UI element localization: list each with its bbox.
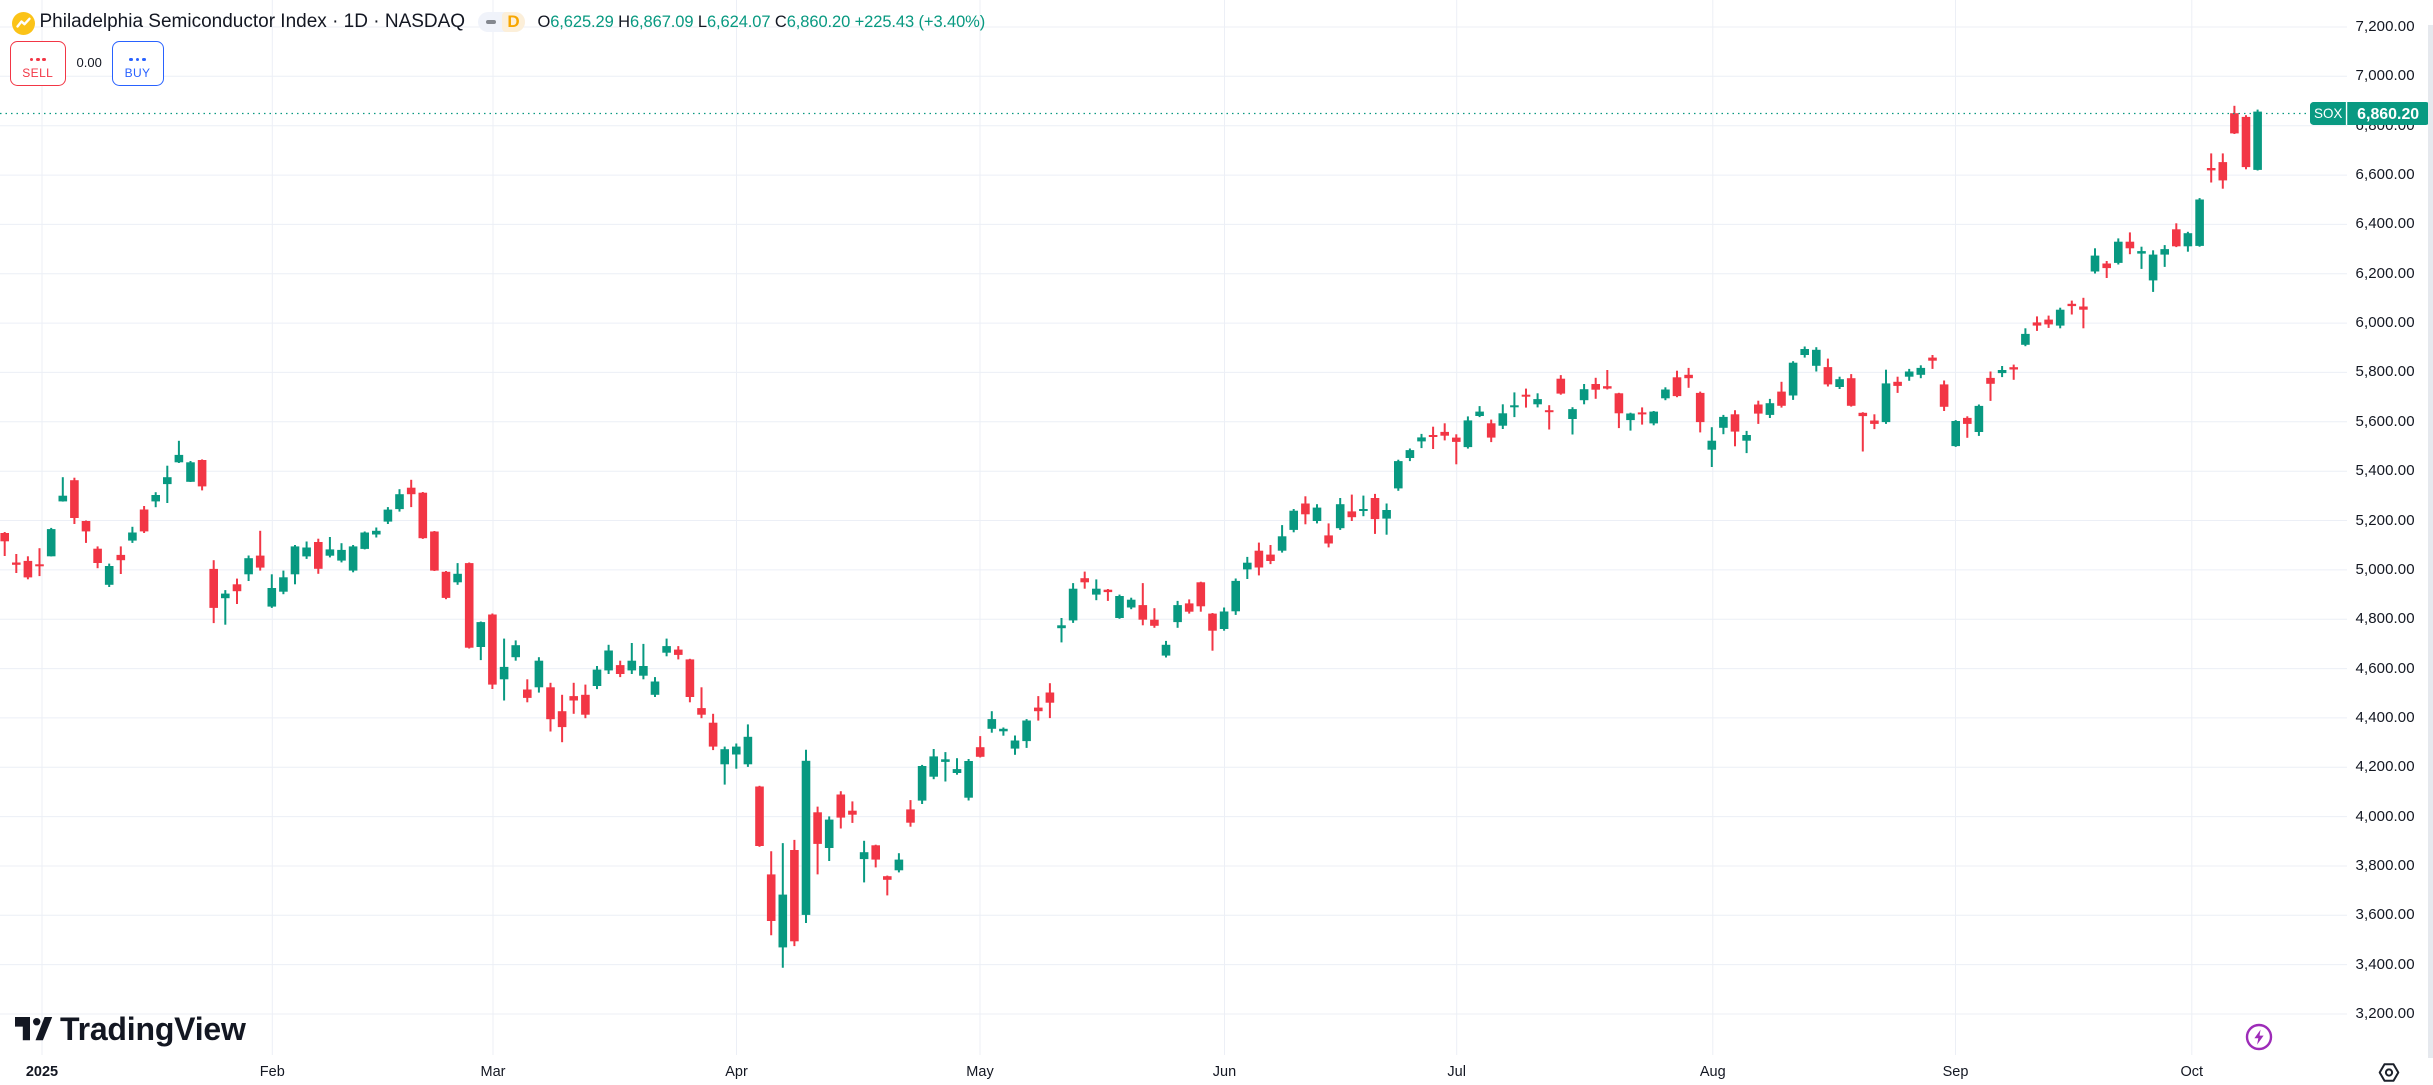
svg-text:TradingView: TradingView bbox=[60, 1011, 246, 1047]
svg-text:6,860.20: 6,860.20 bbox=[2357, 106, 2419, 123]
svg-text:SOX: SOX bbox=[2314, 106, 2342, 121]
